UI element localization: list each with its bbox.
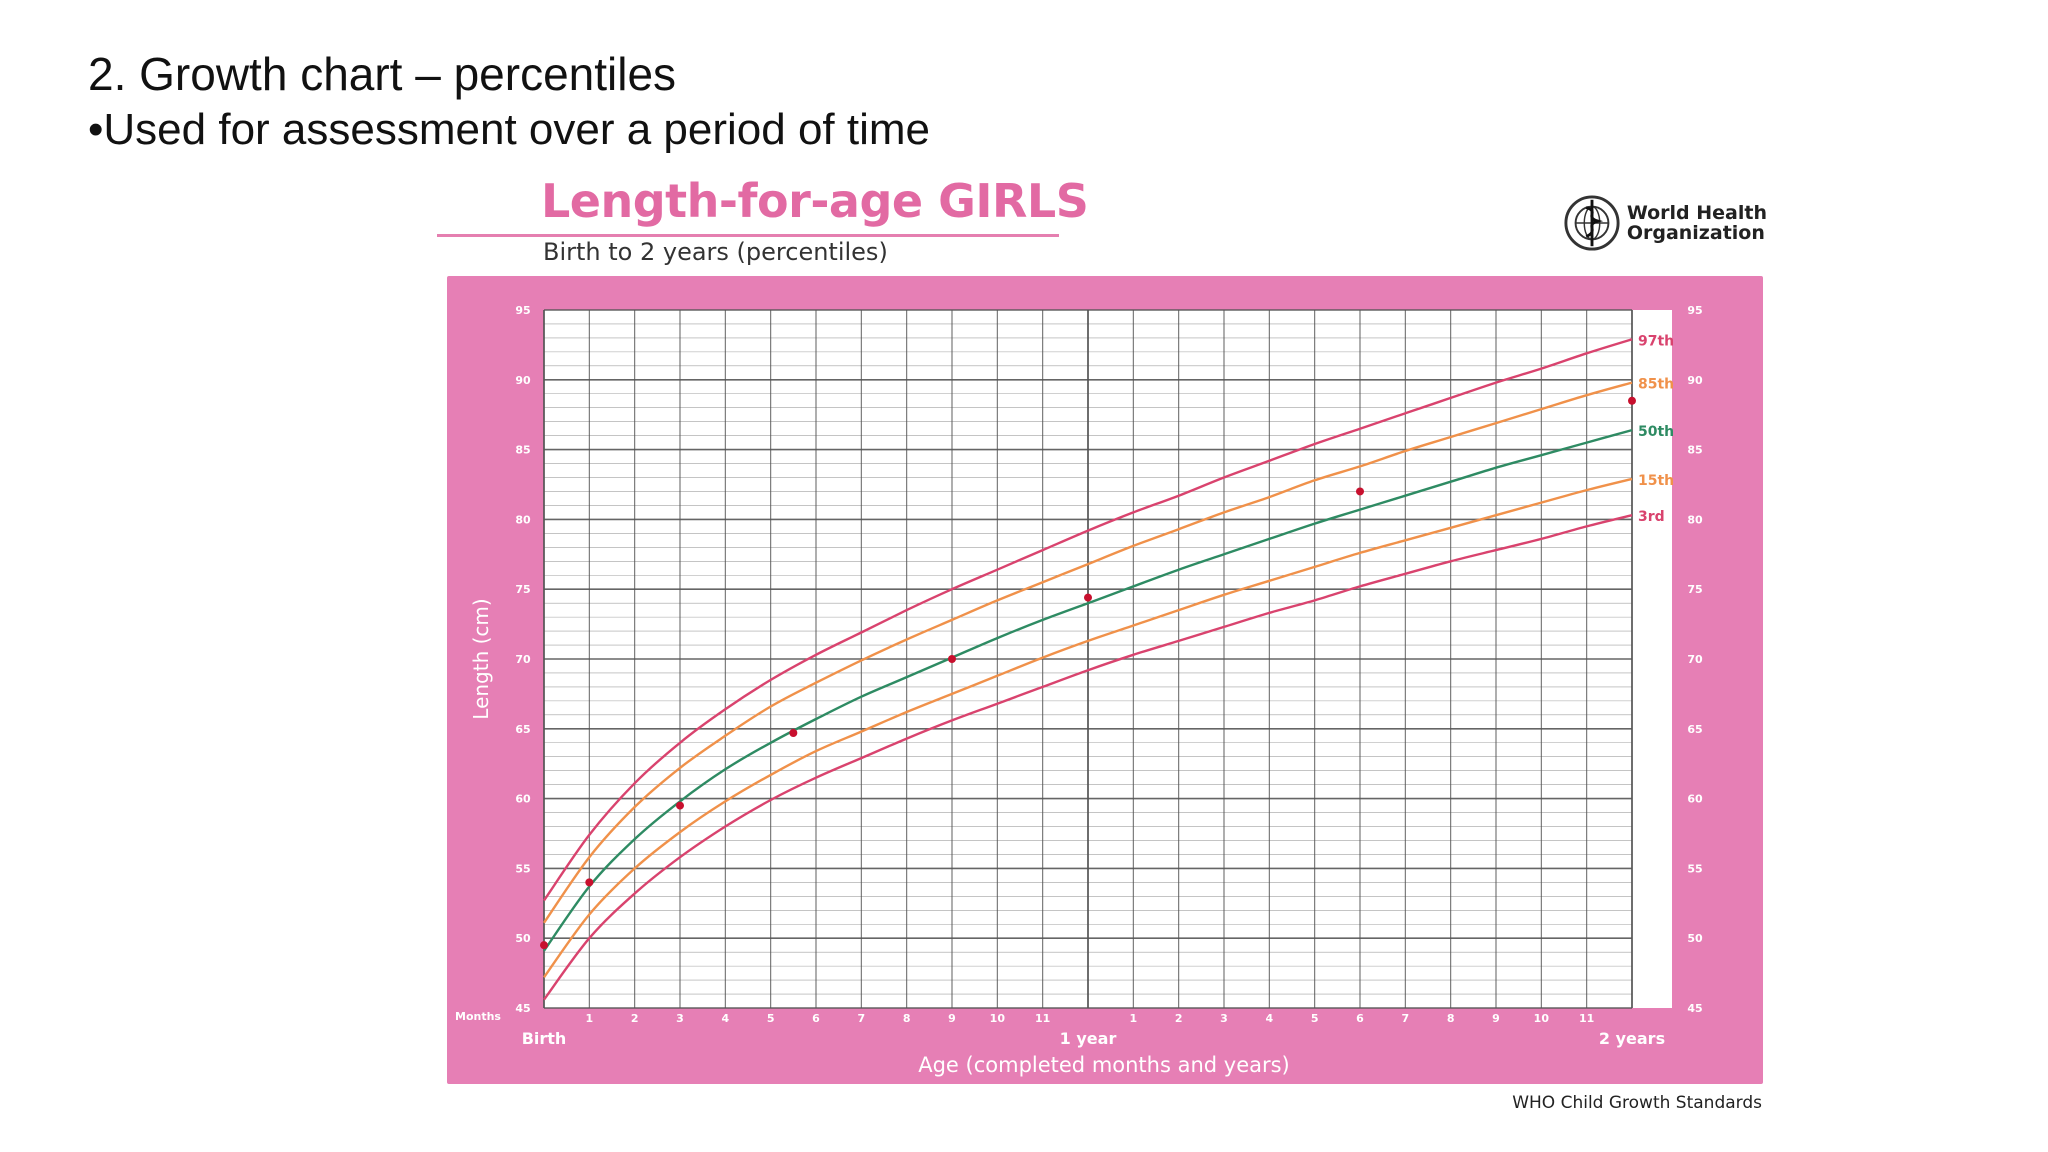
slide-heading: 2. Growth chart – percentiles [88, 48, 677, 100]
x-tick-label: 6 [812, 1012, 820, 1025]
footer-note: WHO Child Growth Standards [1512, 1093, 1762, 1113]
measurement-point [676, 801, 684, 810]
measurement-point [1084, 593, 1092, 602]
y-tick-label: 50 [515, 932, 531, 945]
x-tick-label: 1 [1130, 1012, 1138, 1025]
x-tick-label: 3 [1220, 1012, 1228, 1025]
chart-subtitle: Birth to 2 years (percentiles) [543, 238, 888, 266]
measurement-point [789, 728, 798, 737]
percentile-line-3rd [543, 514, 1633, 1001]
series-label-15th: 15th [1638, 473, 1674, 489]
slide-bullet: •Used for assessment over a period of ti… [88, 105, 930, 154]
chart-header: Length-for-age GIRLS Birth to 2 years (p… [437, 170, 1767, 280]
who-logo: World Health Organization [1563, 194, 1767, 252]
y-tick-label: 45 [515, 1002, 530, 1015]
measurement-point [585, 878, 594, 887]
measurement-point [540, 941, 548, 950]
series-label-3rd: 3rd [1638, 509, 1665, 525]
x-tick-label: 10 [1534, 1012, 1550, 1025]
x-tick-label: 4 [722, 1012, 730, 1025]
y-axis-label: Length (cm) [469, 598, 493, 719]
who-wordmark: World Health Organization [1627, 203, 1767, 243]
series-label-50th: 50th [1638, 424, 1674, 440]
x-tick-label: 2 years [1599, 1029, 1665, 1048]
y-tick-label: 70 [515, 653, 531, 666]
chart-title: Length-for-age GIRLS [541, 174, 1089, 228]
x-tick-label: 5 [767, 1012, 775, 1025]
x-tick-label: 3 [676, 1012, 684, 1025]
y-tick-label: 75 [1687, 583, 1702, 596]
y-tick-label: 60 [1687, 793, 1703, 806]
y-tick-label: 50 [1687, 932, 1703, 945]
x-tick-label: 8 [1447, 1012, 1455, 1025]
x-tick-label: 2 [1175, 1012, 1183, 1025]
measurement-points [540, 396, 1636, 950]
title-rule [437, 234, 1059, 237]
series-labels: 97th 85th 50th 15th 3rd [1638, 333, 1674, 525]
y-tick-label: 95 [515, 304, 530, 317]
x-tick-label: 10 [990, 1012, 1006, 1025]
y-tick-label: 65 [1687, 723, 1702, 736]
percentile-line-85th [543, 381, 1633, 924]
y-tick-label: 70 [1687, 653, 1703, 666]
measurement-point [1356, 487, 1364, 496]
y-tick-label: 65 [515, 723, 530, 736]
who-line1: World Health [1626, 202, 1767, 224]
x-tick-label: 7 [858, 1012, 866, 1025]
x-tick-label: 1 year [1060, 1029, 1117, 1048]
x-tick-label: Birth [522, 1029, 567, 1048]
y-tick-label: 80 [515, 513, 531, 526]
x-tick-label: 11 [1579, 1012, 1594, 1025]
x-tick-label: 11 [1035, 1012, 1050, 1025]
x-axis-label: Age (completed months and years) [918, 1053, 1290, 1077]
x-tick-label: 1 [586, 1012, 594, 1025]
y-tick-label: 75 [515, 583, 530, 596]
x-tick-label: 9 [948, 1012, 956, 1025]
x-tick-label: 5 [1311, 1012, 1319, 1025]
percentile-line-15th [543, 477, 1633, 979]
percentile-line-97th [543, 338, 1633, 902]
y-tick-label: 55 [515, 862, 530, 875]
x-tick-label: 9 [1492, 1012, 1500, 1025]
major-grid [543, 309, 1633, 1009]
x-tick-label: 4 [1266, 1012, 1274, 1025]
y-tick-label: 80 [1687, 513, 1703, 526]
who-emblem-icon [1564, 195, 1620, 251]
y-tick-label: 55 [1687, 862, 1702, 875]
months-label: Months [455, 1010, 501, 1023]
x-tick-label: 2 [631, 1012, 639, 1025]
percentile-line-50th [543, 428, 1633, 952]
x-tick-label: 7 [1402, 1012, 1410, 1025]
x-tick-labels: Birth 1 2 3 4 5 6 7 8 9 10 11 1 year 1 2 3 4 5 6 7 8 9 10 11 2 y… [522, 1012, 1665, 1048]
y-tick-label: 45 [1687, 1002, 1702, 1015]
measurement-point [948, 655, 956, 663]
y-tick-label: 90 [515, 374, 531, 387]
x-tick-label: 8 [903, 1012, 911, 1025]
y-tick-label: 85 [515, 444, 530, 457]
who-line2: Organization [1626, 222, 1765, 244]
y-tick-labels-right: 45 50 55 60 65 70 75 80 85 90 95 [1687, 304, 1703, 1015]
y-tick-labels-left: 45 50 55 60 65 70 75 80 85 90 95 [515, 304, 531, 1015]
y-tick-label: 95 [1687, 304, 1702, 317]
y-tick-label: 85 [1687, 444, 1702, 457]
y-tick-label: 60 [515, 793, 531, 806]
x-tick-label: 6 [1356, 1012, 1364, 1025]
series-label-97th: 97th [1638, 333, 1674, 349]
y-tick-label: 90 [1687, 374, 1703, 387]
percentile-curves [543, 338, 1633, 1001]
series-label-85th: 85th [1638, 377, 1674, 393]
measurement-point [1628, 396, 1636, 405]
